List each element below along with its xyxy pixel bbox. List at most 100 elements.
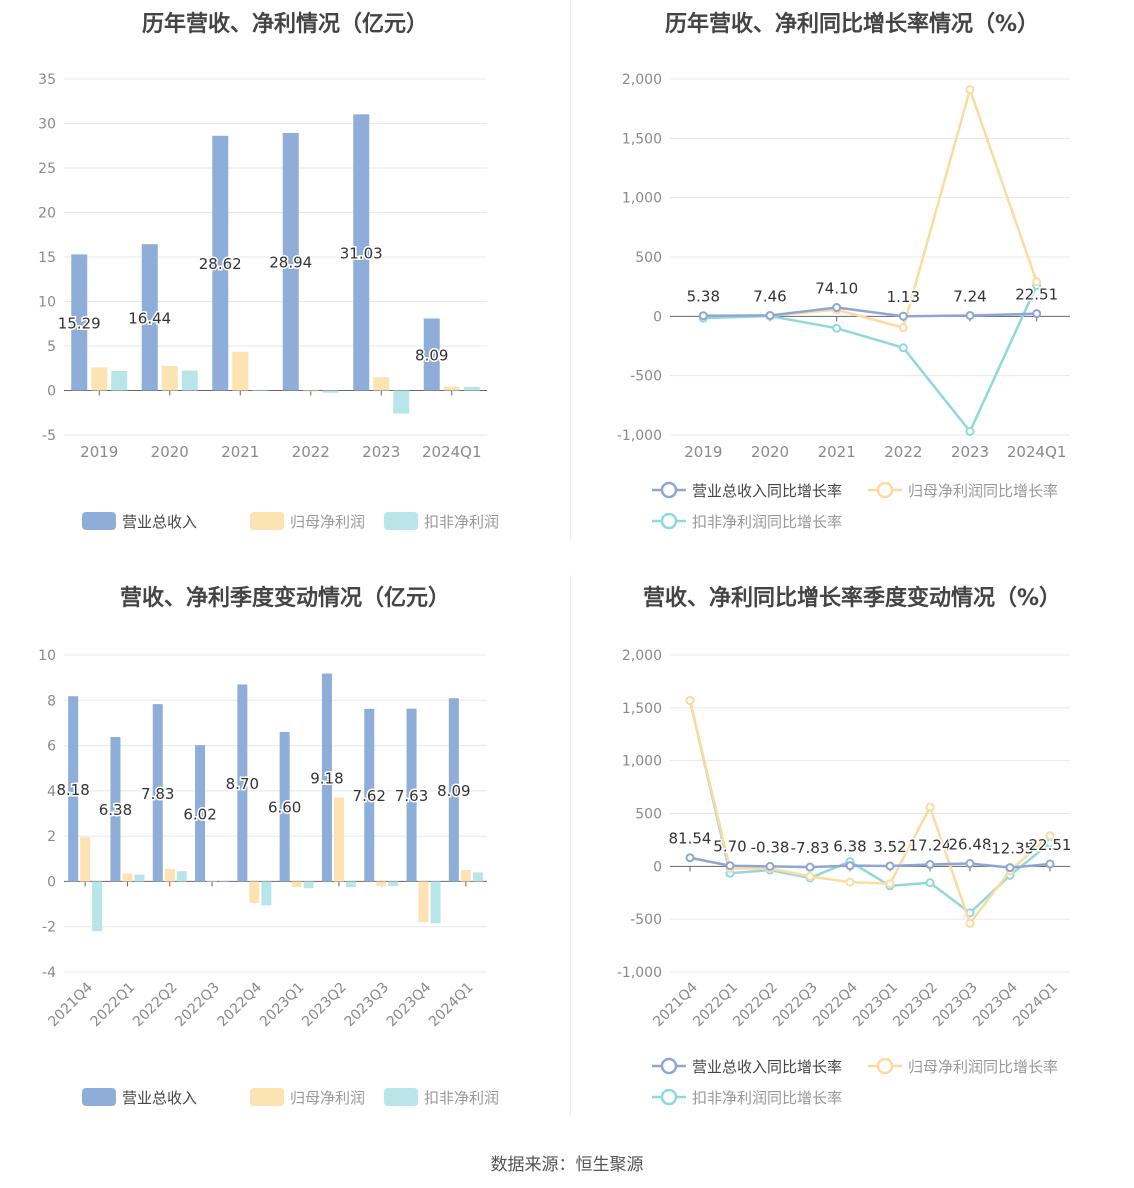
data-point bbox=[832, 303, 842, 313]
bar-deducted-profit bbox=[322, 390, 339, 393]
bar-net-profit bbox=[91, 367, 108, 391]
data-point bbox=[725, 861, 735, 871]
y-tick-label: -5 bbox=[42, 428, 56, 444]
line-value-label: 22.51 bbox=[1029, 836, 1072, 854]
bar-revenue bbox=[321, 673, 332, 882]
bar-revenue bbox=[364, 708, 375, 882]
data-point bbox=[898, 343, 908, 353]
bar-deducted-profit bbox=[261, 881, 272, 906]
x-tick-label: 2023Q1 bbox=[257, 980, 308, 1031]
data-point bbox=[965, 310, 975, 320]
x-tick-label: 2021 bbox=[818, 443, 856, 461]
line-value-label: -12.35 bbox=[986, 840, 1034, 858]
data-point bbox=[925, 878, 935, 888]
y-tick-label: 25 bbox=[38, 161, 56, 177]
bar-deducted-profit bbox=[176, 871, 187, 882]
line-value-label: 26.48 bbox=[949, 836, 992, 854]
annual-growth-chart: -1,000 -500 0 500 1,000 1,500 2,000 2019 2020 202… bbox=[617, 72, 1070, 531]
data-point bbox=[965, 918, 975, 928]
bar-deducted-profit bbox=[463, 386, 480, 391]
line-value-label: 6.38 bbox=[833, 838, 866, 856]
series-line bbox=[689, 856, 1051, 869]
legend-swatch bbox=[384, 512, 418, 530]
series-line bbox=[703, 284, 1038, 434]
chart-title: 营收、净利同比增长率季度变动情况（%） bbox=[642, 586, 1062, 611]
legend-marker bbox=[660, 1057, 678, 1075]
bar-revenue bbox=[448, 698, 459, 882]
bar-value-label: 8.70 bbox=[226, 775, 259, 793]
x-tick-label: 2024Q1 bbox=[1007, 443, 1067, 461]
bar-deducted-profit bbox=[111, 370, 128, 391]
bar-net-profit bbox=[80, 837, 91, 882]
x-tick-label: 2022Q4 bbox=[215, 979, 266, 1030]
divider-top bbox=[570, 0, 571, 540]
bar-revenue bbox=[282, 132, 299, 391]
line-value-label: -7.83 bbox=[791, 839, 830, 857]
line-value-label: 7.24 bbox=[953, 287, 986, 305]
legend-label: 扣非净利润同比增长率 bbox=[692, 513, 842, 531]
bar-value-label: 28.94 bbox=[269, 254, 312, 272]
y-tick-label: 35 bbox=[38, 72, 56, 88]
bar-revenue bbox=[110, 736, 121, 882]
bar-value-label: 7.83 bbox=[141, 785, 174, 803]
x-tick-label: 2022Q2 bbox=[130, 980, 181, 1031]
x-tick-label: 2019 bbox=[684, 443, 722, 461]
y-tick-label: 1,500 bbox=[622, 701, 662, 717]
y-tick-label: -500 bbox=[630, 912, 662, 928]
legend-swatch bbox=[82, 1088, 116, 1106]
legend-marker bbox=[876, 481, 894, 499]
data-point bbox=[1032, 309, 1042, 319]
legend-label: 归母净利润 bbox=[290, 513, 365, 531]
y-tick-label: 0 bbox=[47, 874, 56, 890]
x-tick-label: 2022Q3 bbox=[172, 980, 223, 1031]
annual-revenue-profit-panel: 历年营收、净利情况（亿元） -5 0 5 10 15 20 25 30 35 2019 2020 20… bbox=[0, 0, 570, 560]
data-point bbox=[832, 323, 842, 333]
bar-revenue bbox=[152, 704, 163, 882]
data-point bbox=[685, 695, 695, 705]
data-point bbox=[765, 861, 775, 871]
data-point bbox=[698, 311, 708, 321]
bar-revenue bbox=[68, 696, 79, 882]
legend-label: 归母净利润 bbox=[290, 1089, 365, 1107]
bar-value-label: 28.62 bbox=[199, 255, 242, 273]
bar-net-profit bbox=[161, 366, 178, 391]
bar-value-label: 6.60 bbox=[268, 799, 301, 817]
x-tick-label: 2023 bbox=[951, 443, 989, 461]
data-point bbox=[965, 426, 975, 436]
bar-deducted-profit bbox=[252, 390, 269, 391]
bar-net-profit bbox=[443, 386, 460, 391]
bar-value-label: 8.18 bbox=[56, 781, 89, 799]
bar-value-label: 31.03 bbox=[340, 244, 383, 262]
x-tick-label: 2024Q1 bbox=[426, 980, 477, 1031]
bar-value-label: 16.44 bbox=[128, 309, 171, 327]
bar-net-profit bbox=[460, 870, 471, 882]
y-tick-label: 0 bbox=[47, 384, 56, 400]
legend-label: 扣非净利润同比增长率 bbox=[692, 1089, 842, 1107]
data-point bbox=[1045, 831, 1055, 841]
y-tick-label: 4 bbox=[47, 784, 56, 800]
bar-revenue bbox=[195, 745, 206, 882]
chart-title: 营收、净利季度变动情况（亿元） bbox=[119, 586, 450, 611]
bar-revenue bbox=[212, 135, 229, 391]
legend-marker bbox=[660, 1088, 678, 1106]
legend-marker bbox=[876, 1057, 894, 1075]
bar-deducted-profit bbox=[303, 881, 314, 889]
bar-deducted-profit bbox=[92, 881, 103, 932]
data-point bbox=[685, 853, 695, 863]
data-point bbox=[1032, 277, 1042, 287]
legend-swatch bbox=[250, 512, 284, 530]
y-tick-label: 0 bbox=[653, 859, 662, 875]
line-value-label: 1.13 bbox=[887, 288, 920, 306]
bar-value-label: 9.18 bbox=[310, 769, 343, 787]
legend-label: 营业总收入同比增长率 bbox=[692, 482, 842, 500]
y-tick-label: 8 bbox=[47, 693, 56, 709]
bar-net-profit bbox=[373, 377, 390, 391]
data-point bbox=[845, 877, 855, 887]
bar-value-label: 6.38 bbox=[99, 801, 132, 819]
bar-deducted-profit bbox=[472, 872, 483, 882]
data-point bbox=[885, 861, 895, 871]
y-tick-label: 2 bbox=[47, 829, 56, 845]
quarterly-growth-chart: -1,000-50005001,0001,5002,0002021Q42022Q… bbox=[617, 648, 1073, 1107]
y-tick-label: 500 bbox=[635, 807, 662, 823]
x-tick-label: 2023 bbox=[362, 443, 400, 461]
